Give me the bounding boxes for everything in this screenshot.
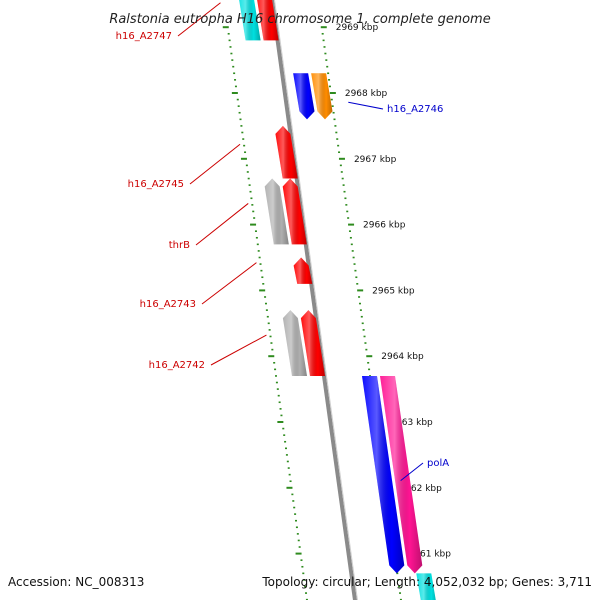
kbp-tick-label: 2962 kbp [399, 484, 442, 494]
gene-arrow-shading [282, 310, 307, 376]
gene-feature[interactable] [255, 0, 279, 41]
gene-feature[interactable] [275, 125, 298, 179]
gene-label[interactable]: thrB [169, 240, 190, 251]
label-leader-line [201, 262, 257, 305]
kbp-tick-label: 2961 kbp [409, 550, 452, 560]
gene-arrow-shading [293, 73, 315, 120]
label-leader-line [189, 143, 241, 185]
kbp-tick-label: 2969 kbp [336, 23, 379, 33]
backbone-highlight [273, 0, 358, 600]
gene-feature[interactable] [293, 257, 313, 284]
gene-feature[interactable] [361, 375, 405, 574]
page-title: Ralstonia eutropha H16 chromosome 1, com… [109, 12, 490, 27]
gene-arrow-shading [293, 257, 313, 284]
gene-feature[interactable] [416, 573, 437, 600]
gene-feature[interactable] [264, 178, 289, 245]
gene-feature[interactable] [379, 375, 423, 574]
chromosome-backbone [269, 0, 358, 600]
gene-arrow-shading [239, 0, 261, 41]
gene-feature[interactable] [300, 310, 325, 376]
gene-arrow-shading [264, 178, 289, 245]
kbp-tick-label: 2963 kbp [390, 418, 433, 428]
kbp-tick-label: 2967 kbp [354, 155, 397, 165]
gene-arrow-shading [361, 375, 405, 574]
gene-label[interactable]: h16_A2747 [116, 31, 172, 42]
gene-arrow-shading [416, 573, 436, 600]
genome-stats-text: Topology: circular; Length: 4,052,032 bp… [261, 575, 592, 589]
gene-arrow-shading [379, 375, 423, 574]
gene-label[interactable]: h16_A2746 [387, 104, 443, 115]
kbp-tick-label: 2968 kbp [345, 89, 388, 99]
gene-label[interactable]: h16_A2743 [140, 299, 196, 310]
label-leader-line [195, 203, 249, 246]
kbp-tick-label: 2964 kbp [381, 352, 424, 362]
gene-feature[interactable] [282, 310, 307, 376]
gene-arrow-shading [275, 125, 298, 179]
gene-label[interactable]: h16_A2745 [128, 179, 184, 190]
label-leader-line [210, 334, 267, 366]
gene-label[interactable]: polA [427, 458, 449, 469]
label-leader-line [400, 462, 424, 482]
gene-feature[interactable] [282, 178, 307, 245]
backbone-line [269, 0, 357, 600]
gene-arrow-shading [257, 0, 279, 41]
label-leader-line [348, 101, 384, 110]
gene-arrow-shading [300, 310, 325, 376]
accession-text: Accession: NC_008313 [8, 575, 144, 589]
kbp-tick-label: 2965 kbp [372, 286, 415, 296]
gene-labels: h16_A2747 h16_A2746 h16_A2745 thrB h16_A2743… [116, 2, 449, 482]
kbp-tick-label: 2966 kbp [363, 221, 406, 231]
gene-arrow-shading [311, 73, 333, 120]
gene-features [237, 0, 437, 600]
gene-arrow-shading [282, 178, 307, 245]
gene-feature[interactable] [237, 0, 261, 41]
gene-feature[interactable] [311, 73, 333, 120]
label-leader-line [177, 2, 221, 37]
gene-feature[interactable] [293, 73, 315, 120]
gene-label[interactable]: h16_A2742 [149, 360, 205, 371]
